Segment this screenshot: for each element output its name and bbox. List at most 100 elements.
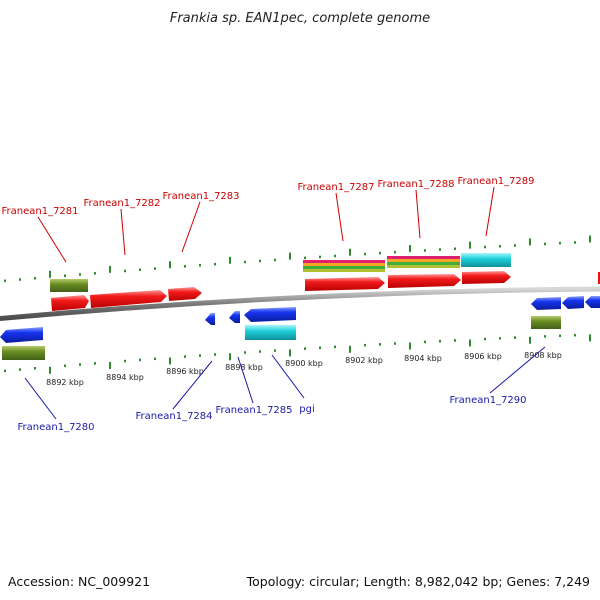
cog-track-reverse: [2, 316, 561, 360]
gene-label-7287[interactable]: Franean1_7287: [297, 182, 374, 193]
minor-tick: [34, 277, 36, 280]
gene-arrow-7290b[interactable]: [562, 296, 584, 309]
gene-label-7282[interactable]: Franean1_7282: [83, 198, 160, 209]
outer-tick-ring: [4, 235, 591, 283]
cog-box-7281[interactable]: [50, 279, 88, 292]
gene-label-7284[interactable]: Franean1_7284: [135, 411, 212, 422]
leader-7285: [237, 356, 254, 404]
minor-tick: [304, 256, 306, 260]
minor-tick: [514, 244, 516, 247]
leader-7290: [489, 346, 546, 394]
gene-arrow-7282[interactable]: [90, 290, 167, 308]
major-tick: [109, 361, 111, 369]
leader-7284: [172, 360, 213, 410]
tick-label-8894: 8894 kbp: [106, 373, 144, 382]
minor-tick: [439, 248, 441, 251]
minor-tick: [199, 354, 201, 357]
gene-label-7289[interactable]: Franean1_7289: [457, 176, 534, 187]
minor-tick: [259, 259, 261, 263]
minor-tick: [364, 252, 366, 256]
cog-track-forward: [50, 253, 511, 292]
leader-7282: [120, 208, 126, 256]
minor-tick: [379, 343, 381, 346]
accession-text: Accession: NC_009921: [8, 574, 150, 589]
gene-label-pgi[interactable]: pgi: [299, 404, 314, 415]
minor-tick: [424, 340, 426, 344]
gene-label-7288[interactable]: Franean1_7288: [377, 179, 454, 190]
minor-tick: [484, 337, 486, 341]
gene-arrow-7287[interactable]: [305, 277, 385, 291]
topology-text: Topology: circular; Length: 8,982,042 bp…: [246, 574, 590, 589]
minor-tick: [544, 242, 546, 246]
major-tick: [169, 261, 171, 269]
minor-tick: [334, 254, 336, 258]
cog-box-7280[interactable]: [2, 346, 45, 360]
cog-box-7289[interactable]: [461, 253, 511, 267]
minor-tick: [4, 369, 6, 373]
minor-tick: [94, 272, 96, 275]
gene-arrow-7284b[interactable]: [229, 311, 240, 323]
minor-tick: [154, 267, 156, 270]
gene-label-7285[interactable]: Franean1_7285: [215, 405, 292, 416]
major-tick: [349, 248, 351, 256]
gene-arrow-7284a[interactable]: [205, 313, 215, 325]
minor-tick: [484, 245, 486, 249]
gene-label-7281[interactable]: Franean1_7281: [1, 206, 78, 217]
minor-tick: [574, 241, 576, 244]
genome-backbone: [0, 286, 600, 322]
minor-tick: [499, 245, 501, 248]
leader-7281: [37, 216, 67, 263]
major-tick: [49, 270, 51, 278]
minor-tick: [559, 241, 561, 245]
minor-tick: [514, 336, 516, 339]
minor-tick: [94, 362, 96, 365]
major-tick: [469, 339, 471, 347]
reverse-labels: Franean1_7280 Franean1_7284 Franean1_728…: [17, 395, 526, 433]
gene-arrow-7281[interactable]: [51, 295, 89, 311]
minor-tick: [34, 367, 36, 370]
gene-arrow-7290a[interactable]: [531, 297, 561, 310]
minor-tick: [154, 357, 156, 361]
minor-tick: [64, 274, 66, 278]
gene-arrow-7290c[interactable]: [585, 296, 600, 308]
leader-7287: [335, 192, 344, 242]
axis-labels: 8892 kbp 8894 kbp 8896 kbp 8898 kbp 8900…: [46, 351, 562, 387]
forward-leaders: [37, 186, 495, 263]
cog-box-pgi[interactable]: [245, 325, 296, 340]
tick-label-8898: 8898 kbp: [225, 363, 263, 372]
cog-box-7290[interactable]: [531, 316, 561, 329]
gene-arrow-7280[interactable]: [0, 327, 43, 343]
minor-tick: [139, 268, 141, 272]
gene-arrow-7288[interactable]: [388, 274, 461, 288]
leader-7283: [181, 201, 201, 253]
minor-tick: [424, 249, 426, 252]
major-tick: [229, 256, 231, 264]
minor-tick: [139, 358, 141, 362]
minor-tick: [124, 269, 126, 273]
forward-labels: Franean1_7281 Franean1_7282 Franean1_728…: [1, 176, 534, 217]
gene-arrow-7283[interactable]: [168, 287, 202, 301]
major-tick: [409, 342, 411, 350]
major-tick: [229, 353, 231, 361]
minor-tick: [499, 337, 501, 340]
minor-tick: [19, 368, 21, 371]
major-tick: [529, 336, 531, 344]
major-tick: [289, 349, 291, 357]
tick-label-8908: 8908 kbp: [524, 351, 562, 360]
leader-pgi: [271, 354, 305, 399]
cog-box-7287[interactable]: [303, 260, 385, 272]
minor-tick: [184, 265, 186, 268]
cog-box-7288[interactable]: [387, 256, 460, 268]
gene-label-7283[interactable]: Franean1_7283: [162, 191, 239, 202]
minor-tick: [64, 364, 66, 368]
gene-arrow-7289[interactable]: [462, 271, 511, 284]
minor-tick: [364, 343, 366, 347]
gene-label-7290[interactable]: Franean1_7290: [449, 395, 526, 406]
gene-label-7280[interactable]: Franean1_7280: [17, 422, 94, 433]
gene-arrow-7285[interactable]: [244, 307, 296, 322]
minor-tick: [244, 260, 246, 264]
forward-gene-track: [51, 271, 511, 311]
minor-tick: [79, 273, 81, 276]
minor-tick: [274, 258, 276, 262]
major-tick: [529, 238, 531, 246]
